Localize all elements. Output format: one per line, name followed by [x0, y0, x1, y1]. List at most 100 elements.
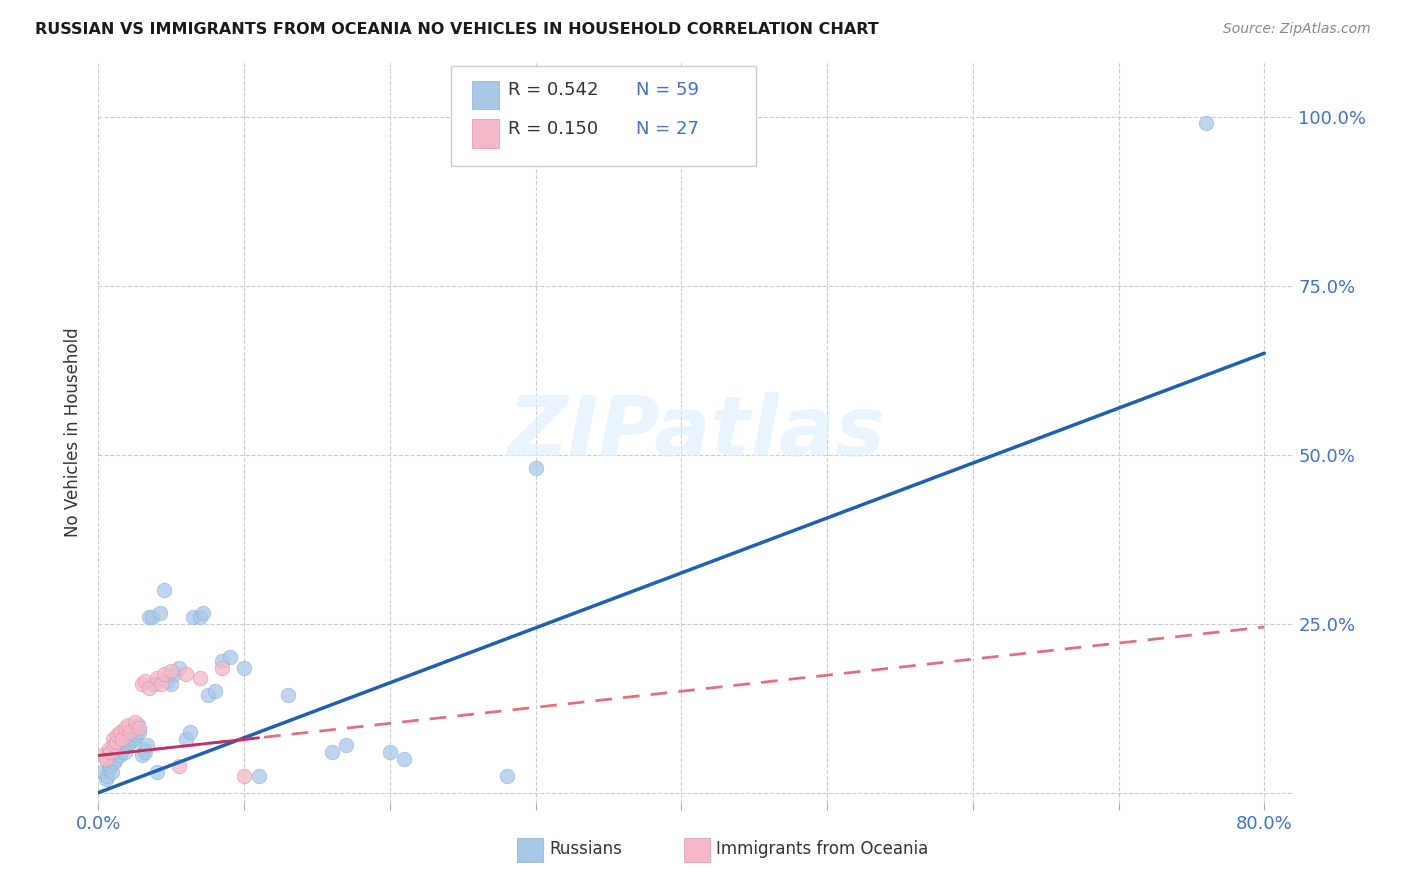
- Point: [127, 718, 149, 732]
- Point: [211, 654, 233, 668]
- Point: [131, 677, 153, 691]
- Point: [114, 722, 136, 736]
- Point: [193, 607, 215, 621]
- Point: [1195, 116, 1218, 130]
- Point: [134, 745, 156, 759]
- Point: [335, 739, 357, 753]
- Point: [103, 739, 125, 753]
- FancyBboxPatch shape: [451, 66, 756, 166]
- Point: [104, 735, 127, 749]
- Point: [121, 724, 143, 739]
- Point: [135, 739, 157, 753]
- Point: [131, 748, 153, 763]
- FancyBboxPatch shape: [517, 838, 543, 862]
- Point: [141, 610, 163, 624]
- Text: R = 0.542: R = 0.542: [509, 81, 599, 99]
- Point: [197, 688, 219, 702]
- Point: [181, 610, 204, 624]
- Text: N = 59: N = 59: [636, 81, 699, 99]
- Point: [138, 681, 160, 695]
- Point: [122, 731, 145, 746]
- Point: [153, 582, 176, 597]
- Point: [115, 731, 138, 746]
- Point: [134, 674, 156, 689]
- Point: [104, 752, 127, 766]
- Point: [110, 739, 132, 753]
- Point: [149, 607, 172, 621]
- Point: [110, 748, 132, 763]
- Point: [277, 688, 299, 702]
- Point: [233, 660, 256, 674]
- Point: [97, 762, 120, 776]
- Point: [96, 769, 118, 783]
- Point: [495, 769, 517, 783]
- Point: [153, 667, 176, 681]
- Point: [114, 745, 136, 759]
- Point: [174, 667, 197, 681]
- Point: [378, 745, 401, 759]
- Point: [124, 714, 146, 729]
- Point: [105, 745, 128, 759]
- Point: [97, 741, 120, 756]
- FancyBboxPatch shape: [685, 838, 710, 862]
- Point: [190, 610, 212, 624]
- Point: [132, 741, 155, 756]
- Point: [321, 745, 343, 759]
- Text: RUSSIAN VS IMMIGRANTS FROM OCEANIA NO VEHICLES IN HOUSEHOLD CORRELATION CHART: RUSSIAN VS IMMIGRANTS FROM OCEANIA NO VE…: [35, 22, 879, 37]
- Point: [145, 765, 167, 780]
- Point: [167, 758, 190, 772]
- Point: [128, 724, 150, 739]
- Text: ZIPatlas: ZIPatlas: [508, 392, 884, 473]
- FancyBboxPatch shape: [472, 81, 499, 109]
- Point: [108, 741, 131, 756]
- Point: [100, 765, 122, 780]
- Point: [156, 674, 179, 689]
- Point: [128, 722, 150, 736]
- Point: [160, 664, 183, 678]
- Point: [101, 731, 124, 746]
- Point: [142, 677, 165, 691]
- Point: [150, 677, 173, 691]
- Y-axis label: No Vehicles in Household: No Vehicles in Household: [65, 327, 83, 538]
- Point: [111, 731, 134, 746]
- Point: [120, 724, 142, 739]
- Point: [98, 758, 121, 772]
- Text: Russians: Russians: [548, 840, 621, 858]
- Point: [138, 610, 160, 624]
- Point: [124, 722, 146, 736]
- Point: [524, 461, 547, 475]
- Point: [112, 735, 135, 749]
- Text: R = 0.150: R = 0.150: [509, 120, 599, 138]
- Point: [120, 735, 142, 749]
- Point: [94, 772, 117, 786]
- Point: [110, 724, 132, 739]
- Point: [163, 667, 186, 681]
- Text: Source: ZipAtlas.com: Source: ZipAtlas.com: [1223, 22, 1371, 37]
- Point: [91, 748, 114, 763]
- Point: [174, 731, 197, 746]
- Point: [101, 748, 124, 763]
- Point: [111, 741, 134, 756]
- Point: [118, 728, 141, 742]
- Point: [394, 752, 416, 766]
- Point: [117, 718, 139, 732]
- Point: [211, 660, 233, 674]
- Point: [105, 728, 128, 742]
- Point: [117, 739, 139, 753]
- Point: [247, 769, 270, 783]
- Text: N = 27: N = 27: [636, 120, 699, 138]
- Point: [233, 769, 256, 783]
- Point: [125, 728, 148, 742]
- Point: [160, 677, 183, 691]
- Point: [98, 745, 121, 759]
- Point: [103, 756, 125, 770]
- Point: [94, 752, 117, 766]
- Point: [204, 684, 226, 698]
- Point: [179, 724, 201, 739]
- Text: Immigrants from Oceania: Immigrants from Oceania: [716, 840, 928, 858]
- Point: [218, 650, 240, 665]
- Point: [167, 660, 190, 674]
- Point: [91, 765, 114, 780]
- FancyBboxPatch shape: [472, 120, 499, 147]
- Point: [145, 671, 167, 685]
